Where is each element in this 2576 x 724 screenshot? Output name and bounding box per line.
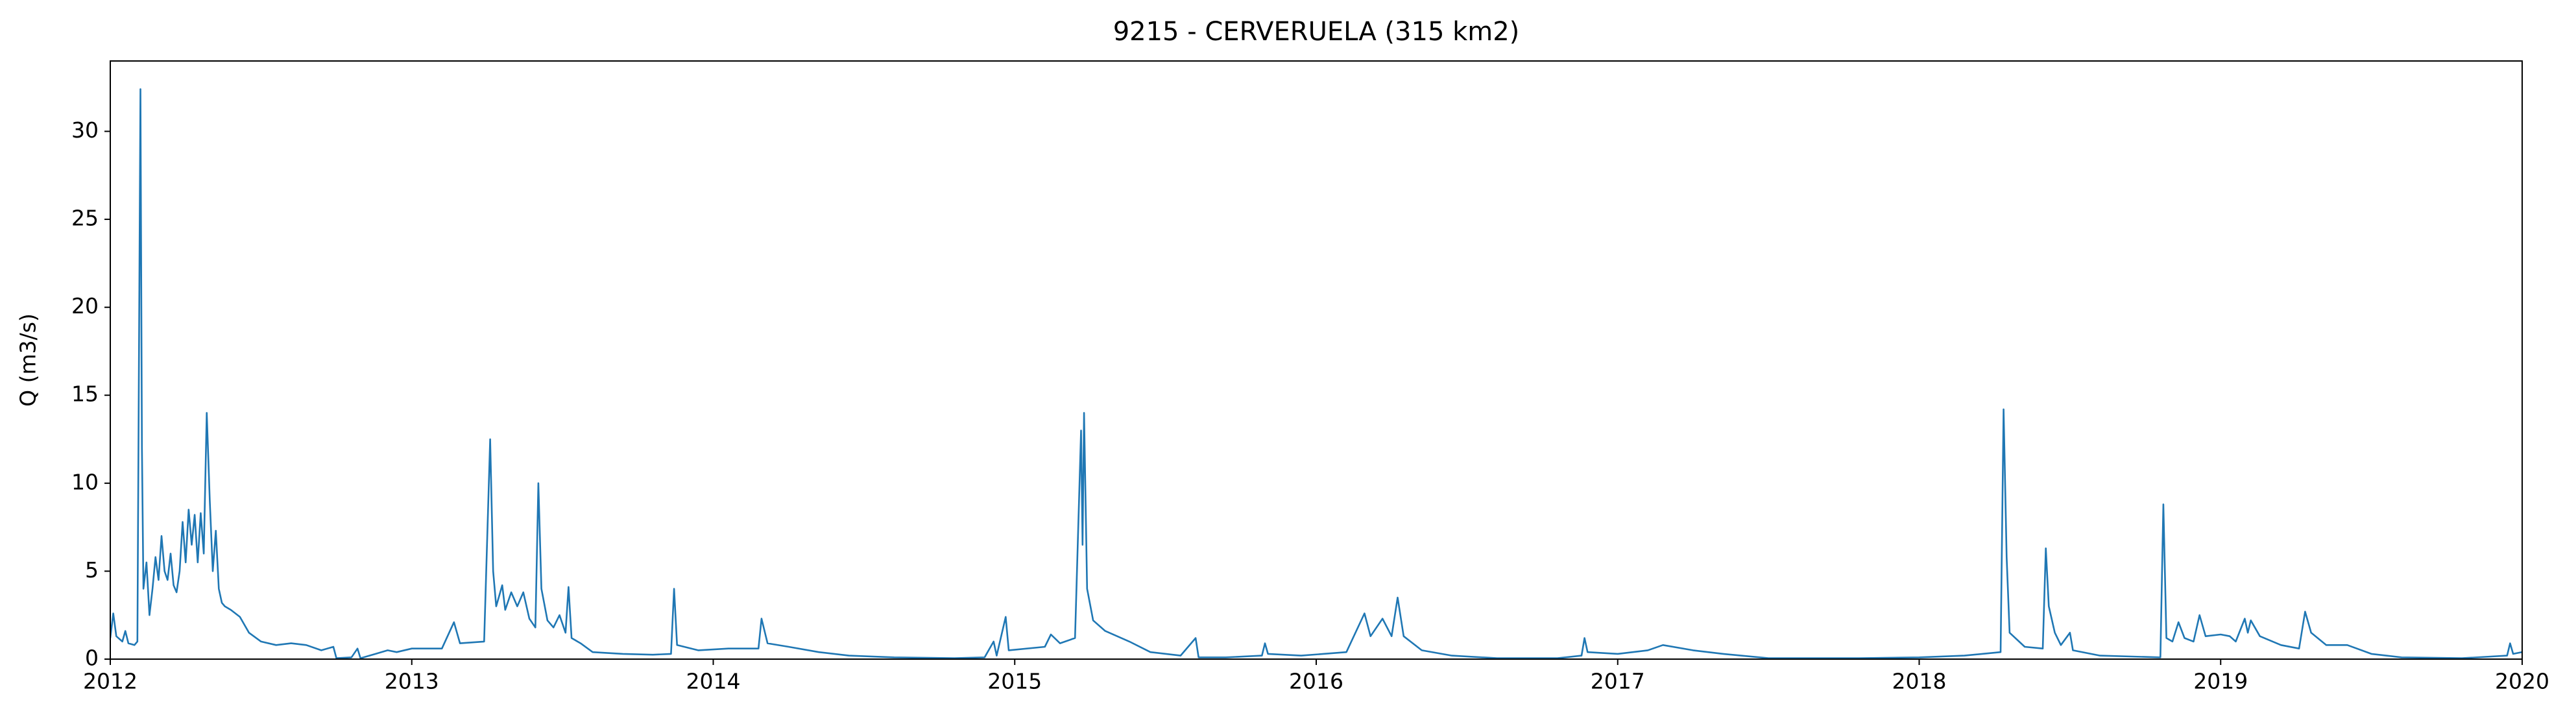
plot-frame	[110, 60, 2523, 660]
y-tick-label: 10	[71, 469, 99, 494]
y-tick-label: 25	[71, 206, 99, 231]
y-tick-label: 30	[71, 117, 99, 143]
y-tick-label: 20	[71, 293, 99, 319]
line-series	[110, 88, 2522, 659]
y-tick-label: 15	[71, 381, 99, 407]
x-tick-label: 2020	[2495, 669, 2549, 694]
x-tick-label: 2019	[2193, 669, 2248, 694]
x-tick-label: 2014	[686, 669, 741, 694]
y-tick-label: 5	[85, 557, 99, 583]
x-tick-label: 2016	[1289, 669, 1343, 694]
x-tick-label: 2018	[1892, 669, 1947, 694]
chart-title: 9215 - CERVERUELA (315 km2)	[1113, 17, 1520, 47]
y-tick-label: 0	[85, 646, 99, 671]
x-tick-label: 2013	[385, 669, 439, 694]
x-tick-label: 2012	[83, 669, 138, 694]
y-axis-label: Q (m3/s)	[16, 313, 41, 407]
x-tick-label: 2017	[1591, 669, 1645, 694]
x-tick-label: 2015	[987, 669, 1042, 694]
